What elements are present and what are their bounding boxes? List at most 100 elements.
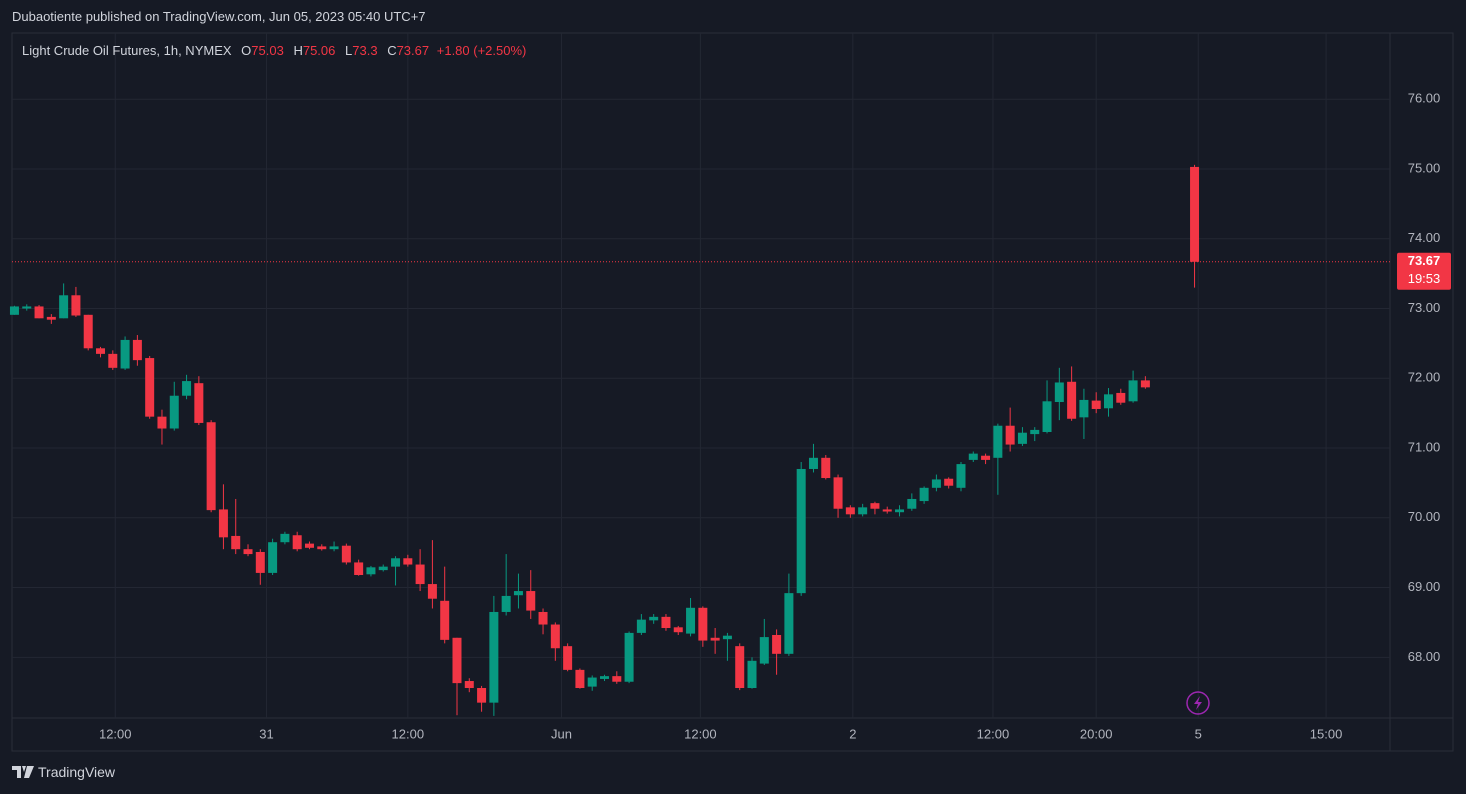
x-tick-label: 15:00 [1310, 726, 1343, 741]
candle-body [268, 542, 278, 573]
brand: TradingView [38, 764, 116, 780]
y-tick-label: 76.00 [1408, 91, 1441, 106]
candle-body [513, 591, 523, 596]
y-tick-label: 71.00 [1408, 439, 1441, 454]
chart-frame [11, 32, 1454, 752]
candle-body [1030, 429, 1040, 435]
ohlc-value: 75.03 [251, 43, 284, 58]
candle-body [194, 383, 204, 423]
candle-body [489, 611, 499, 703]
candle-body [895, 509, 905, 513]
candle-body [698, 607, 708, 641]
candle-body [132, 339, 142, 361]
candle-body [378, 566, 388, 571]
candle-body [427, 584, 437, 599]
candle-body [1128, 380, 1138, 402]
x-tick-label: 12:00 [392, 726, 425, 741]
candle-body [1054, 382, 1064, 403]
candle-body [821, 457, 831, 479]
candle-body [870, 503, 880, 509]
candle-body [587, 677, 597, 687]
candle-body [858, 507, 868, 515]
symbol-title: Light Crude Oil Futures, 1h, NYMEX [22, 43, 232, 58]
candle-body [1005, 425, 1015, 445]
candle-body [981, 455, 991, 460]
candle-body [1091, 400, 1101, 409]
legend: Light Crude Oil Futures, 1h, NYMEX O75.0… [22, 43, 526, 58]
candle-body [9, 306, 19, 315]
y-tick-label: 70.00 [1408, 509, 1441, 524]
candle-body [452, 637, 462, 684]
y-tick-label: 68.00 [1408, 649, 1441, 664]
candle-body [808, 457, 818, 469]
candle-body [772, 634, 782, 654]
candle-body [563, 646, 573, 670]
publish-info: Dubaotiente published on TradingView.com… [12, 9, 426, 24]
candle-body [722, 635, 732, 640]
candle-body [145, 358, 155, 417]
x-tick-label: 12:00 [977, 726, 1010, 741]
x-tick-label: 31 [259, 726, 273, 741]
candle-body [1017, 432, 1027, 444]
change: +1.80 (+2.50%) [436, 43, 527, 58]
candle-body [550, 624, 560, 649]
lightning-icon[interactable] [1186, 691, 1210, 715]
candle-body [354, 562, 364, 576]
candle-body [415, 564, 425, 585]
candle-body [1116, 392, 1126, 403]
footer[interactable]: TradingView [12, 764, 115, 780]
candle-body [1067, 381, 1077, 419]
candle-body [501, 595, 511, 612]
candle-body [956, 464, 966, 488]
candle-body [218, 509, 228, 538]
candle-body [317, 546, 327, 550]
x-tick-label: 12:00 [99, 726, 132, 741]
candle-body [341, 545, 351, 563]
candle-body [120, 339, 130, 369]
y-tick-label: 69.00 [1408, 579, 1441, 594]
candle-body [735, 646, 745, 689]
candle-body [882, 509, 892, 512]
candle-body [1042, 401, 1052, 433]
candle-body [391, 558, 401, 567]
candle-body [182, 381, 192, 396]
candle-body [292, 535, 302, 550]
candle-body [624, 632, 634, 682]
candle-body [329, 546, 339, 550]
candle-body [686, 607, 696, 634]
ohlc-key: H [293, 43, 303, 58]
candle-body [784, 593, 794, 654]
candle-body [243, 549, 253, 555]
candle-body [22, 306, 32, 309]
candle-body [231, 535, 241, 550]
candle-body [931, 479, 941, 488]
candle-body [1079, 399, 1089, 418]
candle-body [83, 314, 93, 349]
candle-body [968, 453, 978, 460]
ohlc-key: O [241, 43, 252, 58]
candle-body [993, 425, 1003, 458]
candle-body [46, 316, 56, 320]
candle-body [600, 676, 610, 679]
candle-body [403, 558, 413, 565]
candle-body [919, 487, 929, 502]
y-tick-label: 74.00 [1408, 230, 1441, 245]
candle-body [759, 637, 769, 664]
candle-body [575, 669, 585, 689]
candle-body [944, 478, 954, 486]
candle-body [907, 498, 917, 509]
candle-body [71, 295, 81, 316]
x-tick-label: 20:00 [1080, 726, 1113, 741]
candle-body [833, 477, 843, 509]
candle-body [710, 637, 720, 641]
ohlc-value: 73.3 [352, 43, 378, 58]
x-tick-label: 12:00 [684, 726, 717, 741]
candle-body [34, 306, 44, 319]
ohlc-value: 73.67 [396, 43, 430, 58]
ohlc-key: C [387, 43, 397, 58]
brand-logo [12, 766, 34, 778]
candle-body [636, 619, 646, 633]
